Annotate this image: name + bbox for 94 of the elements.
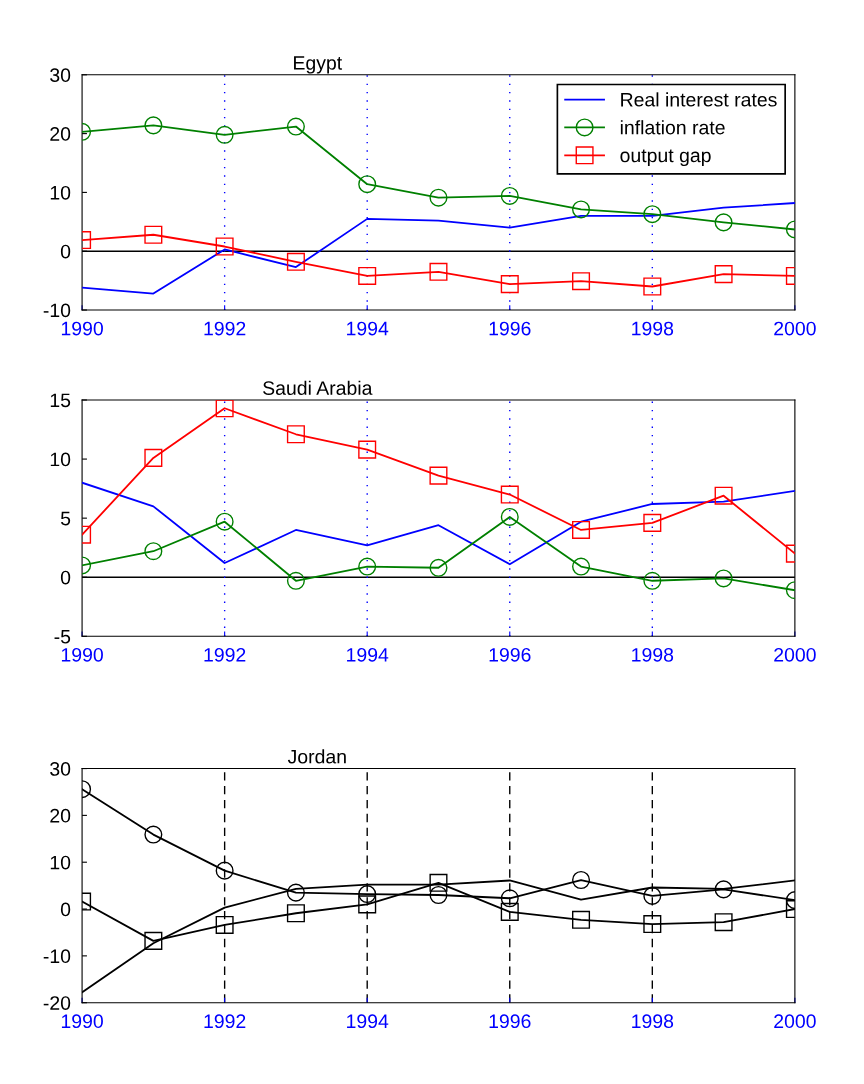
x-tick-label: 1996 xyxy=(489,1014,531,1029)
y-tick-label: -10 xyxy=(43,303,71,318)
point xyxy=(572,200,591,219)
point xyxy=(643,513,662,532)
point xyxy=(215,237,234,256)
point xyxy=(286,883,305,902)
point xyxy=(572,870,591,890)
point xyxy=(643,886,662,905)
point xyxy=(714,265,733,284)
point xyxy=(572,910,591,929)
legend-label: Real interest rates xyxy=(621,92,777,107)
point xyxy=(572,557,591,576)
point xyxy=(358,557,377,576)
point xyxy=(358,895,377,914)
y-tick-label: 0 xyxy=(60,902,71,917)
point xyxy=(215,125,234,144)
point xyxy=(500,275,519,294)
y-tick-label: 10 xyxy=(50,452,71,467)
x-tick-label: 1990 xyxy=(61,321,103,336)
point xyxy=(643,571,662,590)
point xyxy=(286,117,305,136)
x-tick-label: 2000 xyxy=(774,1014,816,1029)
x-tick-label: 1992 xyxy=(204,647,246,662)
y-tick-label: 5 xyxy=(60,511,71,526)
point xyxy=(429,466,448,485)
point xyxy=(286,425,305,444)
point xyxy=(215,400,234,418)
point xyxy=(144,542,163,561)
x-tick-label: 1998 xyxy=(632,647,674,662)
chart-title: Egypt xyxy=(294,56,343,74)
x-tick-label: 1994 xyxy=(347,1014,389,1029)
point xyxy=(358,266,377,285)
point xyxy=(286,571,305,590)
y-tick-label: 0 xyxy=(60,570,71,585)
point xyxy=(429,873,448,892)
point xyxy=(286,252,305,271)
y-tick-label: 30 xyxy=(50,762,71,776)
point xyxy=(643,914,662,934)
y-tick-label: 0 xyxy=(60,244,71,259)
point xyxy=(144,116,163,135)
x-tick-label: 1996 xyxy=(489,321,531,336)
y-tick-label: 20 xyxy=(50,127,71,141)
point xyxy=(714,213,733,232)
point xyxy=(572,272,591,291)
y-tick-label: -10 xyxy=(43,949,71,964)
x-tick-label: 1990 xyxy=(61,1014,103,1029)
x-tick-label: 2000 xyxy=(774,321,816,336)
point xyxy=(144,225,163,244)
point xyxy=(358,885,377,904)
x-tick-label: 2000 xyxy=(774,647,816,662)
x-tick-label: 1994 xyxy=(347,321,389,336)
y-tick-label: 10 xyxy=(50,185,71,200)
y-tick-label: 10 xyxy=(50,855,71,870)
point xyxy=(215,915,234,934)
point xyxy=(144,448,163,467)
point xyxy=(429,885,448,905)
point xyxy=(500,507,519,526)
x-tick-label: 1992 xyxy=(204,1014,246,1029)
y-tick-label: -5 xyxy=(54,629,71,644)
point xyxy=(572,520,591,539)
point xyxy=(144,825,163,844)
point xyxy=(714,569,733,588)
x-tick-label: 1994 xyxy=(347,647,389,662)
x-tick-label: 1992 xyxy=(204,321,246,336)
point xyxy=(500,485,519,504)
y-tick-label: 15 xyxy=(50,393,71,408)
x-tick-label: 1998 xyxy=(632,321,674,336)
point xyxy=(358,440,377,459)
chart-title: Jordan xyxy=(287,749,346,764)
point xyxy=(500,186,519,205)
x-tick-label: 1998 xyxy=(632,1014,674,1029)
point xyxy=(429,558,448,577)
y-tick-label: 20 xyxy=(50,808,71,823)
point xyxy=(500,889,519,908)
point xyxy=(215,512,234,531)
point xyxy=(643,277,662,296)
point xyxy=(429,262,448,281)
y-tick-label: 30 xyxy=(50,68,71,83)
point xyxy=(643,205,662,224)
point xyxy=(429,188,448,207)
chart-title: Saudi Arabia xyxy=(263,380,373,395)
x-tick-label: 1996 xyxy=(489,647,531,662)
point xyxy=(500,902,519,921)
point xyxy=(215,861,234,880)
point xyxy=(714,880,733,899)
point xyxy=(286,904,305,923)
point xyxy=(144,931,163,950)
point xyxy=(714,913,733,932)
legend-label: output gap xyxy=(620,149,711,167)
legend-label: inflation rate xyxy=(620,120,725,135)
x-tick-label: 1990 xyxy=(61,647,103,662)
y-tick-label: -20 xyxy=(43,996,71,1010)
point xyxy=(714,486,733,505)
point xyxy=(358,175,377,194)
